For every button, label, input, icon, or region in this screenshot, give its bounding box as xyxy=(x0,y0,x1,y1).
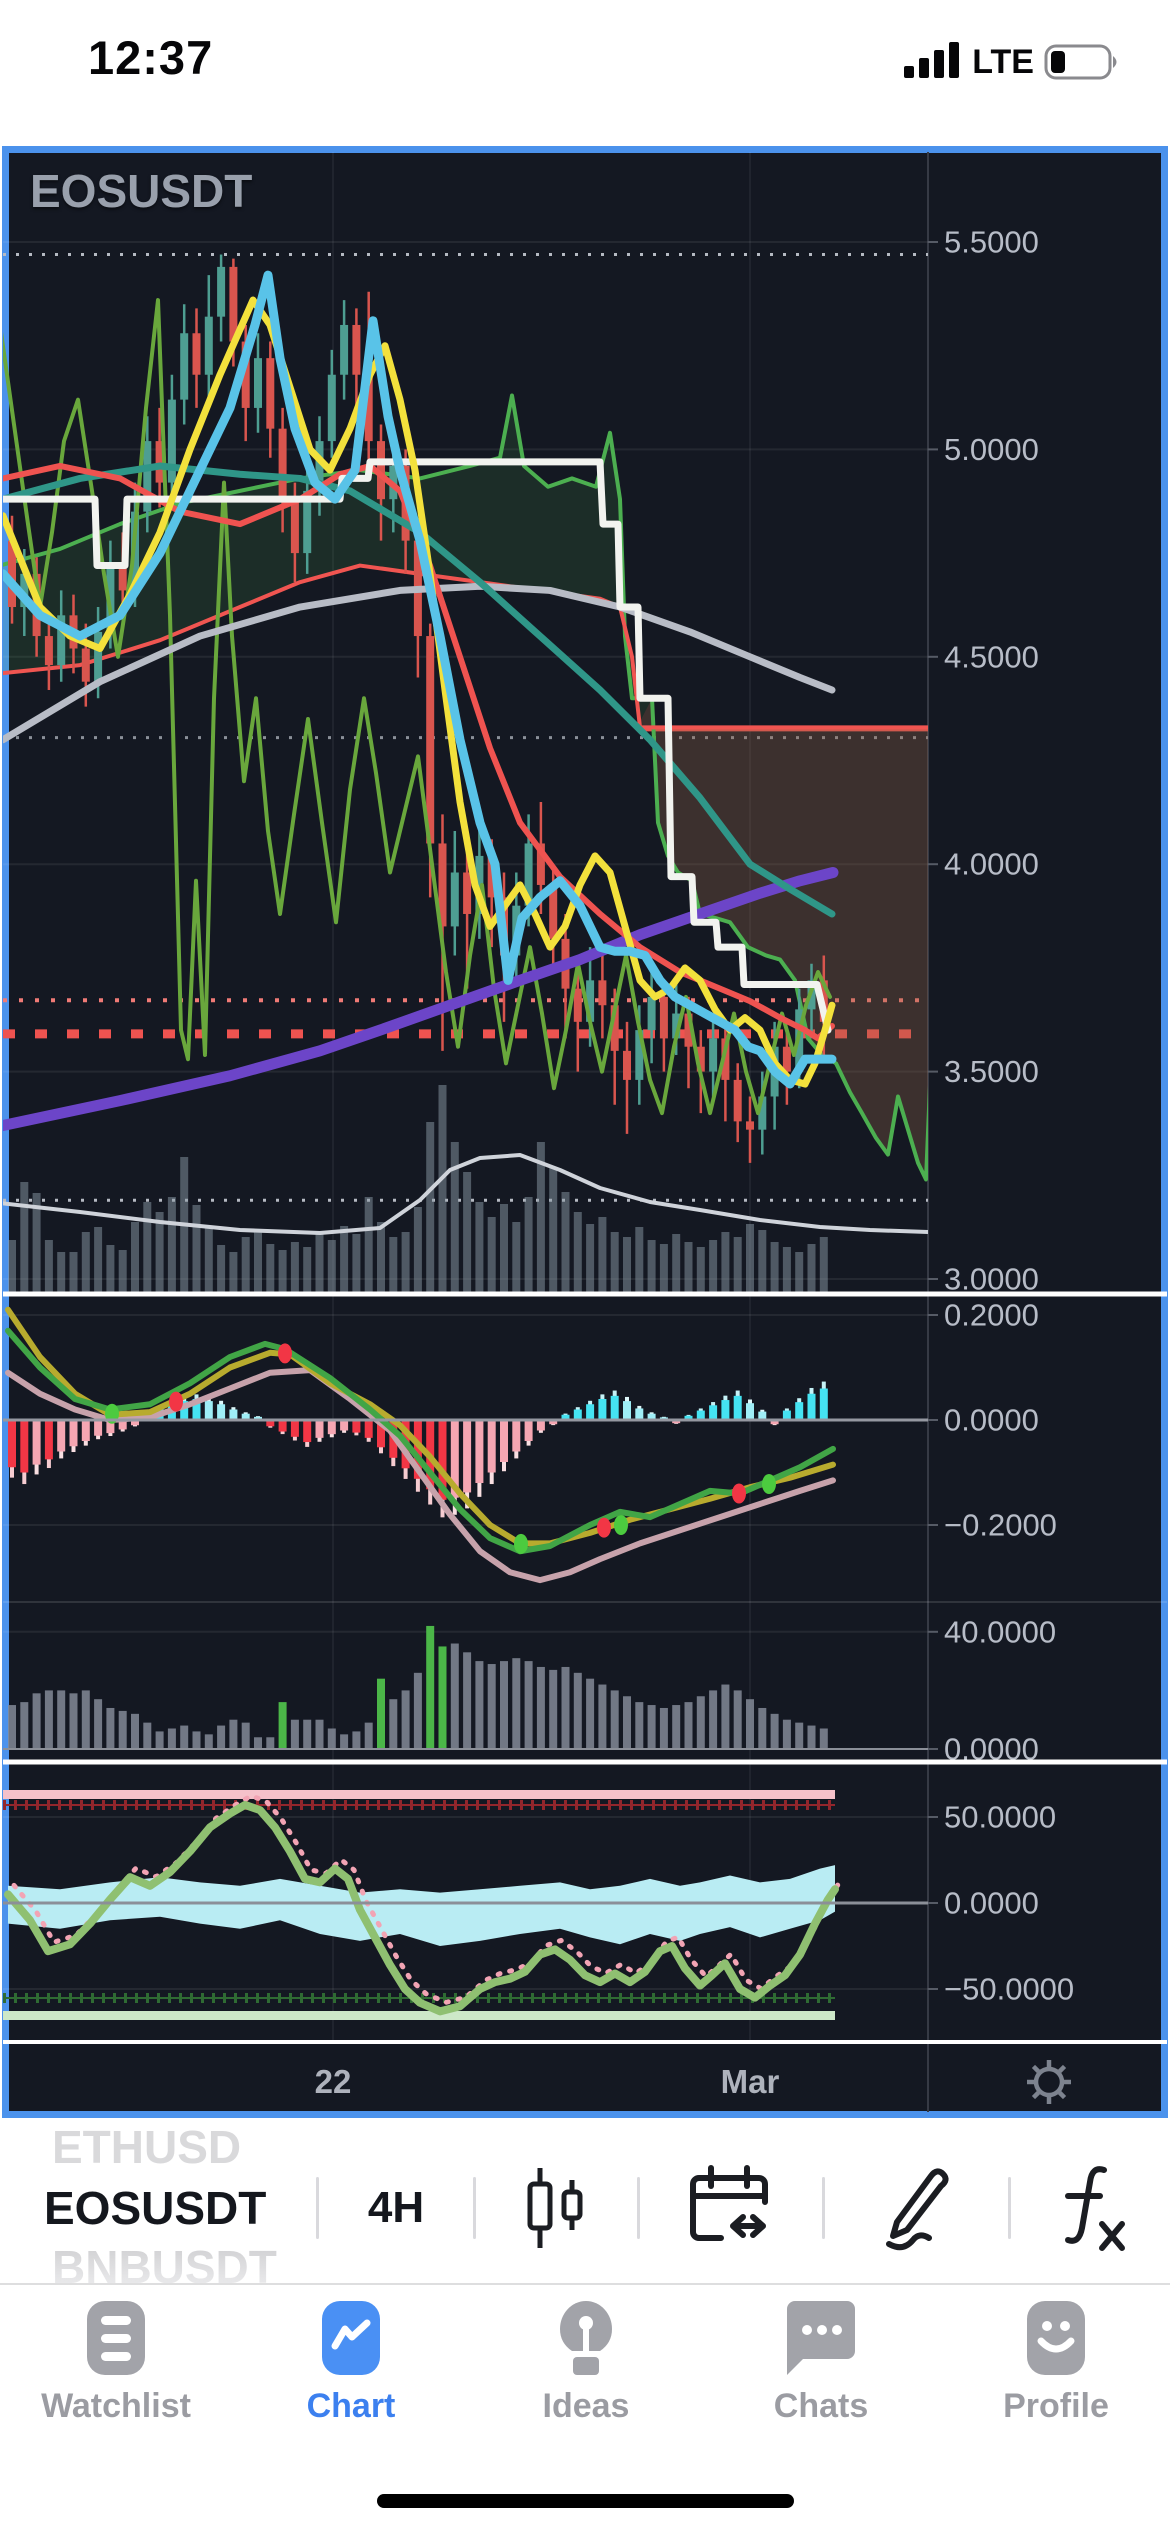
svg-text:50.0000: 50.0000 xyxy=(944,1800,1056,1835)
chart-settings-gear-icon[interactable] xyxy=(1027,2060,1071,2104)
home-indicator[interactable] xyxy=(377,2494,794,2508)
tab-chart[interactable]: Chart xyxy=(251,2299,451,2426)
draw-button[interactable] xyxy=(875,2164,959,2252)
chart-toolbar: EOSUSDT 4H xyxy=(0,2150,1170,2265)
status-time: 12:37 xyxy=(88,31,214,84)
svg-text:Mar: Mar xyxy=(721,2063,780,2100)
tab-profile-label: Profile xyxy=(1003,2387,1109,2425)
watchlist-icon xyxy=(87,2301,145,2375)
calendar-range-icon xyxy=(690,2164,769,2241)
signal-strength-icon xyxy=(904,42,960,78)
candlestick-style-icon xyxy=(527,2167,583,2248)
tab-chart-label: Chart xyxy=(306,2387,396,2425)
chart-style-button[interactable] xyxy=(526,2166,588,2250)
tab-ideas[interactable]: Ideas xyxy=(486,2299,686,2426)
tab-watchlist[interactable]: Watchlist xyxy=(16,2299,216,2426)
svg-text:4.5000: 4.5000 xyxy=(944,639,1039,674)
toolbar-divider xyxy=(822,2176,826,2239)
tab-ideas-label: Ideas xyxy=(542,2387,630,2425)
tab-chats[interactable]: Chats xyxy=(721,2299,921,2426)
battery-icon xyxy=(1044,44,1117,80)
toolbar-divider xyxy=(315,2176,319,2239)
status-bar: 12:37 LTE xyxy=(0,0,1170,145)
svg-text:3.0000: 3.0000 xyxy=(944,1262,1039,1297)
watchlist-ghost-label: BNBUSDT xyxy=(52,2240,277,2283)
draw-icon xyxy=(885,2167,949,2250)
chart-icon xyxy=(322,2301,380,2375)
toolbar-divider xyxy=(636,2176,640,2239)
indicators-fx-icon xyxy=(1064,2165,1125,2251)
interval-button[interactable]: 4H xyxy=(367,2182,425,2232)
profile-smiley-icon xyxy=(1027,2301,1085,2375)
svg-text:3.5000: 3.5000 xyxy=(944,1054,1039,1089)
indicators-button[interactable] xyxy=(1060,2162,1130,2254)
watchlist-ghost-row: ETHUSD xyxy=(52,2121,242,2173)
symbol-button[interactable]: EOSUSDT xyxy=(44,2181,267,2234)
svg-text:5.0000: 5.0000 xyxy=(944,432,1039,467)
tab-watchlist-label: Watchlist xyxy=(41,2387,191,2425)
svg-text:0.0000: 0.0000 xyxy=(944,1403,1039,1438)
svg-text:5.5000: 5.5000 xyxy=(944,225,1039,260)
date-range-button[interactable] xyxy=(689,2164,773,2252)
svg-text:0.2000: 0.2000 xyxy=(944,1298,1039,1333)
toolbar-divider xyxy=(1007,2176,1011,2239)
tab-chats-label: Chats xyxy=(773,2387,869,2425)
lightbulb-icon xyxy=(560,2301,612,2375)
tab-bar: Watchlist Chart Ideas Chats xyxy=(0,2283,1170,2532)
status-right-icons: LTE xyxy=(904,40,1122,84)
svg-text:0.0000: 0.0000 xyxy=(944,1886,1039,1921)
chart-symbol-title: EOSUSDT xyxy=(30,165,253,217)
watchlist-ghost-row-clipped: BNBUSDT xyxy=(0,2240,1170,2283)
svg-text:22: 22 xyxy=(315,2063,352,2100)
svg-text:40.0000: 40.0000 xyxy=(944,1614,1056,1649)
tab-profile[interactable]: Profile xyxy=(956,2299,1156,2426)
chat-bubble-icon xyxy=(787,2301,855,2375)
svg-text:−50.0000: −50.0000 xyxy=(944,1972,1074,2007)
svg-text:−0.2000: −0.2000 xyxy=(944,1508,1057,1543)
network-type-label: LTE xyxy=(972,42,1034,81)
svg-text:4.0000: 4.0000 xyxy=(944,847,1039,882)
toolbar-divider xyxy=(473,2176,477,2239)
